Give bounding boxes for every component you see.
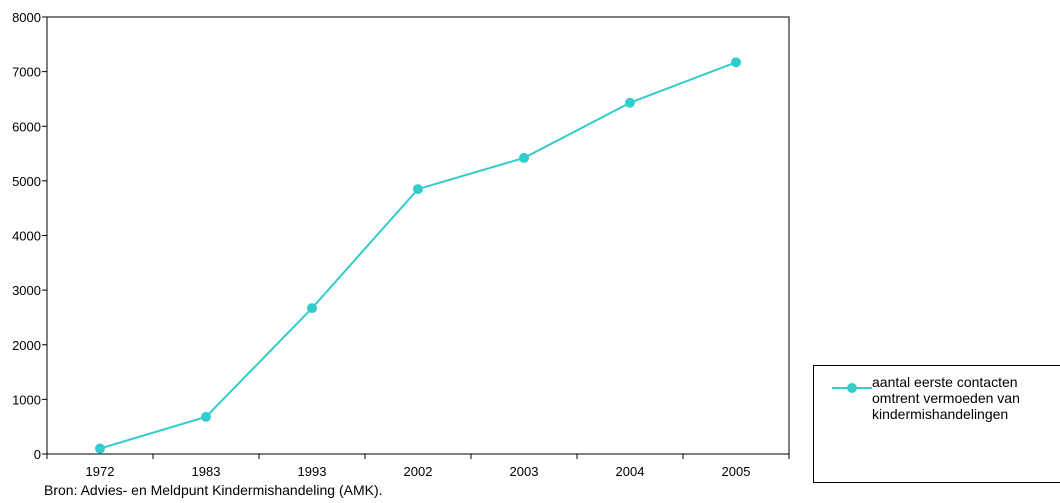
x-tick-label: 2004 xyxy=(616,464,645,479)
y-tick-label: 4000 xyxy=(12,229,41,244)
y-tick-label: 3000 xyxy=(12,283,41,298)
y-tick-label: 7000 xyxy=(12,65,41,80)
y-tick-label: 2000 xyxy=(12,338,41,353)
data-point xyxy=(625,97,635,108)
x-tick-label: 1993 xyxy=(298,464,327,479)
series-group xyxy=(95,57,741,454)
y-tick-label: 1000 xyxy=(12,392,41,407)
x-tick-label: 2005 xyxy=(722,464,751,479)
y-tick-label: 5000 xyxy=(12,174,41,189)
data-point xyxy=(307,303,317,314)
x-tick-label: 2003 xyxy=(510,464,539,479)
series-line xyxy=(99,61,737,450)
source-note: Bron: Advies- en Meldpunt Kindermishande… xyxy=(44,482,383,498)
y-tick-label: 6000 xyxy=(12,119,41,134)
plot-area-frame xyxy=(46,16,790,455)
legend-series-marker xyxy=(832,383,872,393)
data-point xyxy=(201,411,211,422)
y-tick-label: 0 xyxy=(34,447,41,462)
y-axis-ticks: 0 1000 2000 3000 4000 5000 6000 7000 8000 xyxy=(12,10,47,462)
data-point xyxy=(95,443,105,454)
x-tick-label: 1983 xyxy=(192,464,221,479)
y-tick-label: 8000 xyxy=(12,10,41,25)
data-point xyxy=(519,152,529,163)
legend-series-label: aantal eerste contacten omtrent vermoede… xyxy=(872,374,1020,422)
data-point xyxy=(413,184,423,195)
x-tick-label: 1972 xyxy=(86,464,115,479)
x-axis-ticks: 1972 1983 1993 2002 2003 2004 2005 xyxy=(46,454,790,479)
legend: aantal eerste contacten omtrent vermoede… xyxy=(813,365,1060,483)
x-tick-label: 2002 xyxy=(404,464,433,479)
data-point xyxy=(731,57,741,68)
